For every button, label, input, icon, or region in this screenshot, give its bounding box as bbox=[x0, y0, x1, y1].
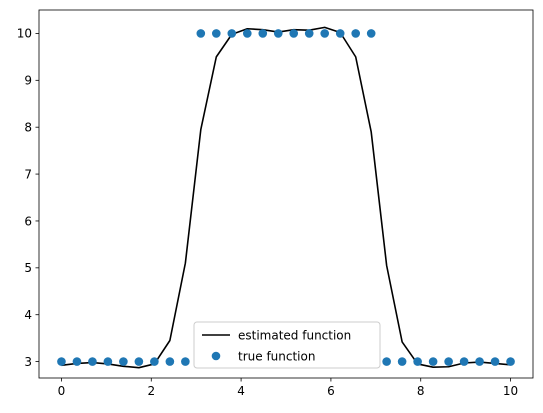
true-function-point bbox=[242, 29, 252, 38]
true-function-point bbox=[444, 357, 453, 366]
true-function-point bbox=[150, 357, 159, 366]
true-function-point bbox=[459, 357, 469, 366]
true-function-point bbox=[57, 357, 66, 366]
true-function-point bbox=[165, 357, 175, 366]
true-function-point bbox=[258, 29, 268, 38]
true-function-point bbox=[320, 29, 330, 38]
true-function-point bbox=[475, 357, 484, 366]
true-function-point bbox=[289, 29, 299, 38]
axes-frame bbox=[38, 9, 534, 379]
x-tick-label: 6 bbox=[327, 384, 335, 398]
x-tick-label: 0 bbox=[58, 384, 66, 398]
true-function-point bbox=[490, 357, 500, 366]
legend-label: estimated function bbox=[238, 328, 351, 342]
y-tick-label: 9 bbox=[24, 74, 32, 88]
true-function-point bbox=[181, 357, 190, 366]
true-function-point bbox=[366, 29, 376, 38]
true-function-point bbox=[72, 357, 82, 366]
x-tick-label: 8 bbox=[417, 384, 425, 398]
true-function-point bbox=[382, 357, 391, 366]
true-function-point bbox=[428, 357, 438, 366]
true-function-point bbox=[212, 29, 221, 38]
true-function-point bbox=[196, 29, 206, 38]
y-axis: 3 4 5 6 7 8 9 10 bbox=[17, 27, 39, 369]
true-function-point bbox=[134, 357, 144, 366]
true-function-point bbox=[413, 357, 422, 366]
true-function-point bbox=[506, 357, 515, 366]
legend-marker-swatch bbox=[211, 351, 221, 361]
true-function-point bbox=[88, 357, 97, 366]
x-tick-label: 4 bbox=[237, 384, 245, 398]
true-function-point bbox=[119, 357, 128, 366]
y-tick-label: 6 bbox=[24, 214, 32, 228]
legend-box bbox=[193, 321, 381, 369]
true-function-point bbox=[273, 29, 283, 38]
x-tick-label: 10 bbox=[503, 384, 518, 398]
true-function-point bbox=[304, 29, 314, 38]
true-function-point bbox=[227, 29, 237, 38]
series-layer bbox=[57, 26, 515, 369]
x-tick-label: 2 bbox=[147, 384, 155, 398]
y-tick-label: 5 bbox=[24, 261, 32, 275]
x-axis: 0 2 4 6 8 10 bbox=[58, 378, 518, 398]
true-function-point bbox=[351, 29, 361, 38]
y-tick-label: 4 bbox=[24, 308, 32, 322]
estimated-function-line bbox=[61, 26, 511, 369]
y-tick-label: 3 bbox=[24, 355, 32, 369]
y-tick-label: 10 bbox=[17, 27, 32, 41]
true-function-point bbox=[103, 357, 113, 366]
y-tick-label: 8 bbox=[24, 120, 32, 134]
legend: estimated function true function bbox=[193, 321, 381, 369]
axes-background bbox=[39, 10, 533, 378]
true-function-point bbox=[397, 357, 407, 366]
true-function-point bbox=[335, 29, 345, 38]
y-tick-label: 7 bbox=[24, 167, 32, 181]
plot-area bbox=[38, 9, 534, 379]
legend-label: true function bbox=[238, 349, 315, 363]
